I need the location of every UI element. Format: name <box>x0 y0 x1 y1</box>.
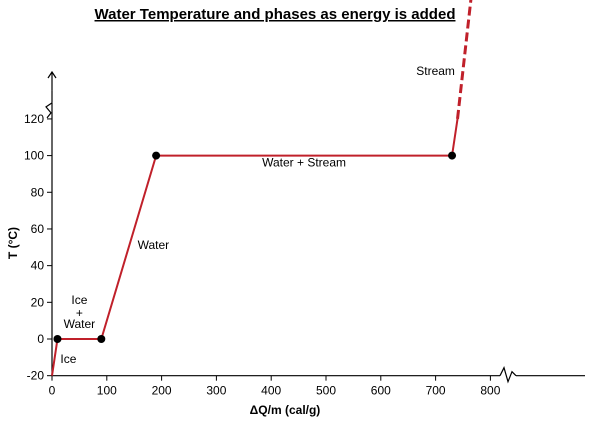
y-tick-label: 80 <box>31 185 45 199</box>
data-point <box>97 335 106 343</box>
x-tick-label: 400 <box>261 384 281 398</box>
x-tick-label: 800 <box>480 384 500 398</box>
data-point <box>448 151 457 160</box>
x-tick-label: 700 <box>426 384 446 398</box>
y-tick-label: 0 <box>37 332 44 346</box>
series-dashed-extension <box>456 0 473 120</box>
label-ice: Ice <box>71 293 87 307</box>
y-axis-arrow <box>47 70 57 79</box>
x-axis-title: ΔQ/m (cal/g) <box>250 403 321 417</box>
y-axis-break <box>45 90 53 119</box>
x-tick-label: 200 <box>152 384 172 398</box>
x-tick-label: 100 <box>97 384 117 398</box>
chart-title: Water Temperature and phases as energy i… <box>95 6 456 23</box>
y-tick-label: -20 <box>27 369 45 383</box>
label-water-stream: Water + Stream <box>262 156 346 170</box>
label-plus: + <box>76 306 83 320</box>
x-tick-label: 300 <box>206 384 226 398</box>
y-tick-label: 100 <box>24 149 44 163</box>
series-line <box>51 118 459 376</box>
label-stream: Stream <box>416 64 455 78</box>
y-tick-label: 120 <box>24 112 44 126</box>
y-tick-label: 20 <box>31 295 45 309</box>
x-tick-label: 0 <box>49 384 56 398</box>
y-axis-title: T (°C) <box>6 227 20 259</box>
label-water: Water <box>138 238 170 252</box>
series <box>51 0 473 376</box>
ticks: 0 100 200 300 400 500 600 700 800 -20 0 20 40 60 80 100… <box>24 112 501 398</box>
data-point <box>152 151 161 160</box>
x-axis-break <box>499 366 517 384</box>
x-tick-label: 600 <box>371 384 391 398</box>
y-tick-label: 40 <box>31 259 45 273</box>
axes <box>45 70 585 384</box>
label-water: Water <box>64 317 96 331</box>
data-point <box>53 335 62 343</box>
label-ice: Ice <box>60 352 76 366</box>
y-tick-label: 60 <box>31 222 45 236</box>
x-tick-label: 500 <box>316 384 336 398</box>
